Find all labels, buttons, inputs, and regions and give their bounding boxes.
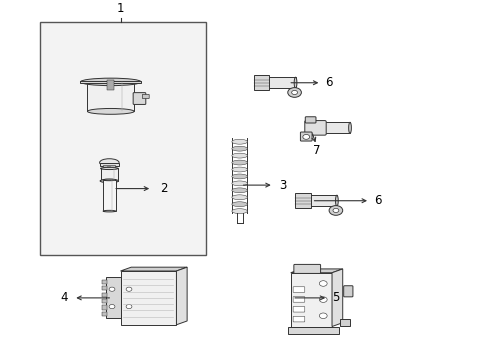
Bar [102,299,107,303]
Bar [253,75,269,90]
Ellipse shape [231,174,247,179]
FancyBboxPatch shape [142,94,149,99]
FancyBboxPatch shape [292,316,304,322]
Circle shape [109,287,115,291]
Polygon shape [331,269,342,327]
Bar [107,80,114,90]
Polygon shape [176,267,187,325]
Circle shape [302,134,309,139]
Bar [40,22,205,255]
Bar [314,122,349,134]
Text: 5: 5 [331,291,339,305]
Ellipse shape [231,202,247,207]
Bar [107,166,111,169]
Bar [305,195,336,206]
Bar [106,278,120,318]
Ellipse shape [100,179,118,183]
Ellipse shape [294,77,296,88]
Text: 3: 3 [278,179,285,192]
Circle shape [291,90,297,95]
Ellipse shape [87,79,134,85]
Bar [294,193,310,208]
Ellipse shape [231,139,247,144]
Text: 2: 2 [160,182,168,195]
Bar [102,306,107,310]
Ellipse shape [231,209,247,213]
Ellipse shape [101,180,118,182]
Ellipse shape [313,122,316,134]
Ellipse shape [231,181,247,186]
Circle shape [126,305,132,309]
Circle shape [319,297,326,302]
Bar [103,165,115,170]
Circle shape [319,281,326,286]
FancyBboxPatch shape [292,287,304,292]
Ellipse shape [101,167,118,170]
Ellipse shape [262,77,265,88]
Text: 4: 4 [60,291,67,305]
Circle shape [287,87,301,97]
Bar [102,286,107,290]
FancyBboxPatch shape [133,93,145,104]
Text: 1: 1 [117,2,124,15]
Ellipse shape [348,122,351,134]
Circle shape [332,208,338,212]
FancyBboxPatch shape [293,264,320,274]
Circle shape [319,313,326,319]
Ellipse shape [335,195,338,206]
Ellipse shape [231,160,247,165]
Text: 7: 7 [312,144,320,157]
Ellipse shape [304,195,306,206]
FancyBboxPatch shape [300,132,311,141]
Bar [103,180,116,211]
Ellipse shape [100,159,119,166]
Ellipse shape [231,195,247,200]
FancyBboxPatch shape [305,117,315,123]
Polygon shape [290,269,342,273]
Bar [81,81,141,83]
Bar [102,293,107,297]
Bar [102,280,107,284]
Polygon shape [290,273,331,327]
Bar [100,163,119,166]
Circle shape [328,206,342,215]
Polygon shape [120,267,187,271]
Bar [101,168,118,181]
Ellipse shape [87,108,134,114]
Text: 6: 6 [325,76,332,89]
Ellipse shape [231,188,247,193]
Ellipse shape [231,167,247,172]
Ellipse shape [81,78,141,86]
Bar [340,319,349,326]
Bar [102,312,107,316]
Ellipse shape [103,210,116,212]
Circle shape [126,287,132,291]
Bar [264,77,295,88]
Bar [287,327,339,334]
FancyBboxPatch shape [292,297,304,302]
Ellipse shape [231,146,247,151]
FancyBboxPatch shape [343,286,352,297]
Text: 6: 6 [373,194,381,207]
Ellipse shape [103,179,116,181]
FancyBboxPatch shape [304,121,325,135]
Polygon shape [120,271,176,325]
FancyBboxPatch shape [292,306,304,312]
Bar [87,82,134,111]
Ellipse shape [231,153,247,158]
Circle shape [109,305,115,309]
